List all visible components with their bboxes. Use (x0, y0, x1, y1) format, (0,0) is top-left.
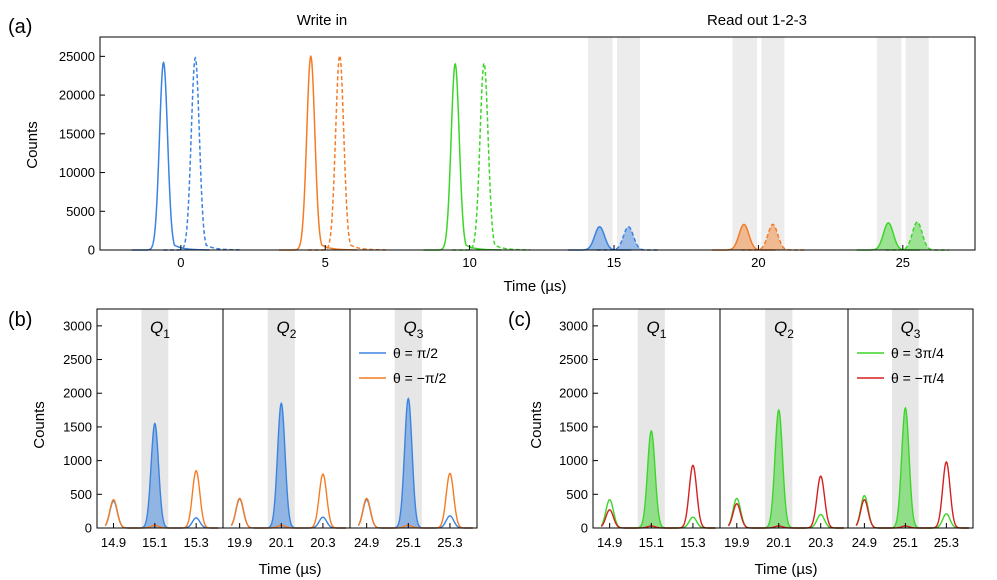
panel-b-sub1-xtick-label-1: 20.1 (269, 535, 294, 550)
panel-b-sub2-xtick-label-1: 25.1 (396, 535, 421, 550)
panel-c-sub1-xtick-label-2: 20.3 (808, 535, 833, 550)
panel-a-pulse-9 (741, 223, 805, 251)
panel-a-xtick-label-5: 25 (896, 255, 910, 270)
panel-a-readout-window-4 (876, 37, 902, 250)
panel-c-sub0-xtick-label-1: 15.1 (639, 535, 664, 550)
panel-a-readout-window-3 (761, 37, 785, 250)
panel-c-sub0-qubit-index: 1 (660, 327, 667, 341)
panel-a-readout-window-2 (732, 37, 757, 250)
panel-a-title-write-in: Write in (297, 12, 348, 29)
panel-c-ytick-label-0: 0 (581, 521, 588, 536)
panel-b-ytick-label-2: 1000 (63, 453, 92, 468)
panel-b-sub0-xtick-label-1: 15.1 (142, 535, 167, 550)
panel-b-sub1-xtick-label-2: 20.3 (310, 535, 335, 550)
panel-a-pulse-3 (307, 54, 386, 251)
panel-c-ylabel: Counts (528, 401, 545, 449)
panel-a-ylabel: Counts (24, 121, 41, 169)
panel-b-ytick-label-5: 2500 (63, 352, 92, 367)
panel-a-pulse-fill-10 (856, 222, 921, 250)
panel-a-pulse-4 (423, 62, 502, 251)
panel-a-xtick-label-1: 5 (322, 255, 329, 270)
panel-c-legend-entry-1: θ = −π/4 (891, 370, 944, 386)
panel-c-sub2-xtick-label-1: 25.1 (893, 535, 918, 550)
panel-a-readout-window-1 (616, 37, 641, 250)
panel-a-ytick-label-5: 25000 (59, 49, 95, 64)
panel-a-xtick-label-3: 15 (607, 255, 621, 270)
panel-a-xtick-label-4: 20 (751, 255, 765, 270)
panel-a-ytick-label-0: 0 (88, 243, 95, 258)
panel-a-xlabel: Time (µs) (503, 278, 566, 295)
panel-a-ytick-label-4: 20000 (59, 88, 95, 103)
panel-a-xtick-label-0: 0 (177, 255, 184, 270)
panel-b-ytick-label-3: 1500 (63, 419, 92, 434)
panel-c-ytick-label-2: 1000 (559, 453, 588, 468)
panel-b-legend-entry-1: θ = −π/2 (393, 370, 446, 386)
panel-c-ytick-label-5: 2500 (559, 352, 588, 367)
panel-a-label: (a) (8, 16, 32, 38)
panel-b-sub2-xtick-label-2: 25.3 (437, 535, 462, 550)
panel-c-ytick-label-3: 1500 (559, 419, 588, 434)
panel-a-readout-window-5 (905, 37, 929, 250)
panel-b-ytick-label-1: 500 (70, 487, 92, 502)
panel-a-title-read-out: Read out 1-2-3 (707, 12, 807, 29)
panel-c-ytick-label-1: 500 (566, 487, 588, 502)
panel-c-sub2-xtick-label-2: 25.3 (934, 535, 959, 550)
panel-c-xlabel: Time (µs) (754, 561, 817, 578)
panel-c-sub2-qubit-index: 3 (914, 327, 921, 341)
panel-b-sub2-frame (349, 308, 478, 529)
panel-b-sub1-qubit-index: 2 (290, 327, 297, 341)
panel-b-sub0-xtick-label-0: 14.9 (101, 535, 126, 550)
panel-c-sub0-series0-fill (635, 430, 667, 528)
panel-c-sub1-qubit-index: 2 (787, 327, 794, 341)
panel-c-sub2-frame (847, 308, 974, 529)
panel-c-legend-entry-0: θ = 3π/4 (891, 345, 944, 361)
panel-a-pulse-5 (452, 61, 531, 251)
panel-c-sub1-xtick-label-1: 20.1 (766, 535, 791, 550)
panel-a-xtick-label-2: 10 (462, 255, 476, 270)
panel-a-pulse-fill-8 (712, 224, 776, 250)
panel-c-sub2-series0-fill (890, 408, 921, 528)
panel-b-sub0-xtick-label-2: 15.3 (183, 535, 208, 550)
panel-a-pulse-2 (279, 54, 358, 251)
panel-a-ytick-label-1: 5000 (66, 204, 95, 219)
panel-a-chart: 0 5 10 15 20 25 0 5000 10000 15000 20000 25000 (59, 36, 976, 270)
panel-b-sub2-xtick-label-0: 24.9 (354, 535, 379, 550)
panel-b-xlabel: Time (µs) (258, 561, 321, 578)
panel-c-sub1-xtick-label-0: 19.9 (724, 535, 749, 550)
panel-a-pulse-1 (163, 56, 242, 251)
panel-c-sub2-xtick-label-0: 24.9 (852, 535, 877, 550)
panel-b-legend-entry-0: θ = π/2 (393, 345, 438, 361)
panel-c-sub1-series0-fill (763, 410, 795, 528)
panel-b-sub1-xtick-label-0: 19.9 (227, 535, 252, 550)
panel-a-pulse-fill-9 (741, 224, 805, 250)
panel-a-ytick-label-2: 10000 (59, 165, 95, 180)
panel-b-ytick-label-4: 2000 (63, 386, 92, 401)
panel-a-pulse-fill-11 (885, 222, 950, 250)
panel-a-pulse-fill-6 (567, 226, 632, 250)
panel-b-sub0-qubit-index: 1 (163, 327, 170, 341)
panel-a-frame (99, 36, 976, 251)
panel-c-sub0-xtick-label-2: 15.3 (680, 535, 705, 550)
panel-b-sub2-series0-fill (392, 398, 424, 528)
panel-b-sub1-series0-fill (265, 403, 297, 528)
panel-c-sub0-xtick-label-0: 14.9 (597, 535, 622, 550)
panel-b-label: (b) (8, 309, 32, 331)
panel-c-ytick-label-4: 2000 (559, 386, 588, 401)
panel-b-ytick-label-6: 3000 (63, 318, 92, 333)
panel-a-readout-window-0 (588, 37, 613, 250)
panel-b-sub0-series0-fill (139, 423, 171, 528)
panel-c-ytick-label-6: 3000 (559, 318, 588, 333)
panel-a-ytick-label-3: 15000 (59, 126, 95, 141)
panel-a-pulse-fill-7 (596, 226, 661, 250)
panel-b-ytick-label-0: 0 (85, 521, 92, 536)
panel-c-label: (c) (508, 309, 531, 331)
panel-b-ylabel: Counts (31, 401, 48, 449)
panel-b-sub2-qubit-index: 3 (417, 327, 424, 341)
